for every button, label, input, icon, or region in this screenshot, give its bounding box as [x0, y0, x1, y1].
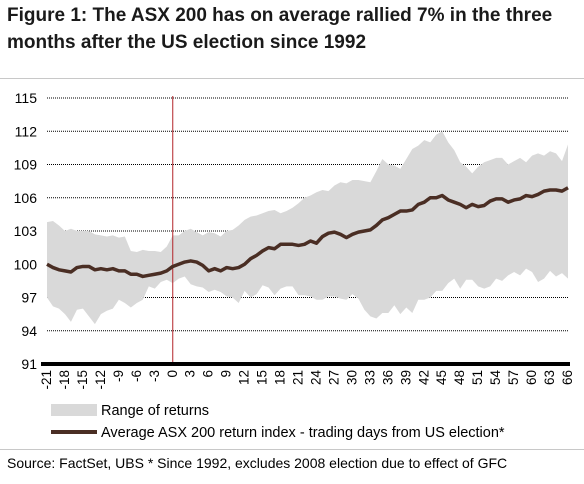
legend-label-range: Range of returns	[101, 403, 209, 419]
range-of-returns-band	[47, 131, 568, 325]
x-tick-label: 57	[506, 370, 521, 385]
x-tick-label: 6	[201, 370, 216, 378]
x-tick-label: 33	[362, 370, 377, 385]
legend: Range of returns Average ASX 200 return …	[51, 403, 505, 441]
source-divider	[0, 449, 584, 450]
x-tick-label: 30	[344, 370, 359, 385]
x-tick-label: -21	[39, 370, 54, 390]
y-axis-ticks: 91 94 97 100 103 106 109 112 115	[14, 90, 38, 372]
y-tick-label: 100	[14, 256, 38, 272]
x-tick-label: 54	[488, 370, 503, 386]
y-tick-label: 103	[14, 223, 38, 239]
x-tick-label: 66	[560, 370, 575, 385]
x-tick-label: -3	[147, 370, 162, 382]
x-tick-label: 18	[273, 370, 288, 385]
x-tick-label: 45	[434, 370, 449, 385]
source-note: Source: FactSet, UBS * Since 1992, exclu…	[7, 455, 508, 471]
x-tick-label: -9	[111, 370, 126, 382]
x-tick-label: 51	[470, 370, 485, 385]
x-tick-label: 63	[542, 370, 557, 385]
x-tick-label: 0	[165, 370, 180, 378]
x-tick-label: 39	[398, 370, 413, 385]
chart-title: Figure 1: The ASX 200 has on average ral…	[7, 5, 553, 53]
x-tick-label: 36	[380, 370, 395, 385]
y-tick-label: 106	[14, 190, 38, 206]
x-tick-label: 48	[452, 370, 467, 385]
y-tick-label: 115	[15, 90, 38, 106]
x-tick-label: -18	[57, 370, 72, 390]
y-tick-label: 91	[21, 356, 37, 372]
x-tick-label: 42	[416, 370, 431, 385]
x-tick-label: -12	[93, 370, 108, 390]
x-axis-ticks: -21 -18 -15 -12 -9 -6 -3 0 3 6 9 12 15 18 21 24 27 30 33 36…	[39, 370, 575, 390]
y-tick-label: 94	[21, 323, 37, 339]
title-divider	[0, 78, 584, 79]
x-tick-label: 9	[219, 370, 234, 378]
y-tick-label: 97	[21, 290, 37, 306]
average-return-line	[46, 186, 569, 279]
x-tick-label: -6	[129, 370, 144, 382]
x-tick-label: 15	[255, 370, 270, 385]
x-tick-label: 21	[291, 370, 306, 385]
x-tick-label: 12	[237, 370, 252, 385]
x-tick-label: 3	[183, 370, 198, 378]
legend-swatch-range	[51, 404, 97, 416]
x-tick-label: 60	[524, 370, 539, 385]
legend-label-average: Average ASX 200 return index - trading d…	[101, 425, 505, 441]
x-tick-label: 24	[308, 370, 323, 386]
x-tick-label: -15	[75, 370, 90, 390]
y-tick-label: 109	[14, 157, 38, 173]
x-tick-label: 27	[326, 370, 341, 385]
y-tick-label: 112	[15, 123, 38, 139]
